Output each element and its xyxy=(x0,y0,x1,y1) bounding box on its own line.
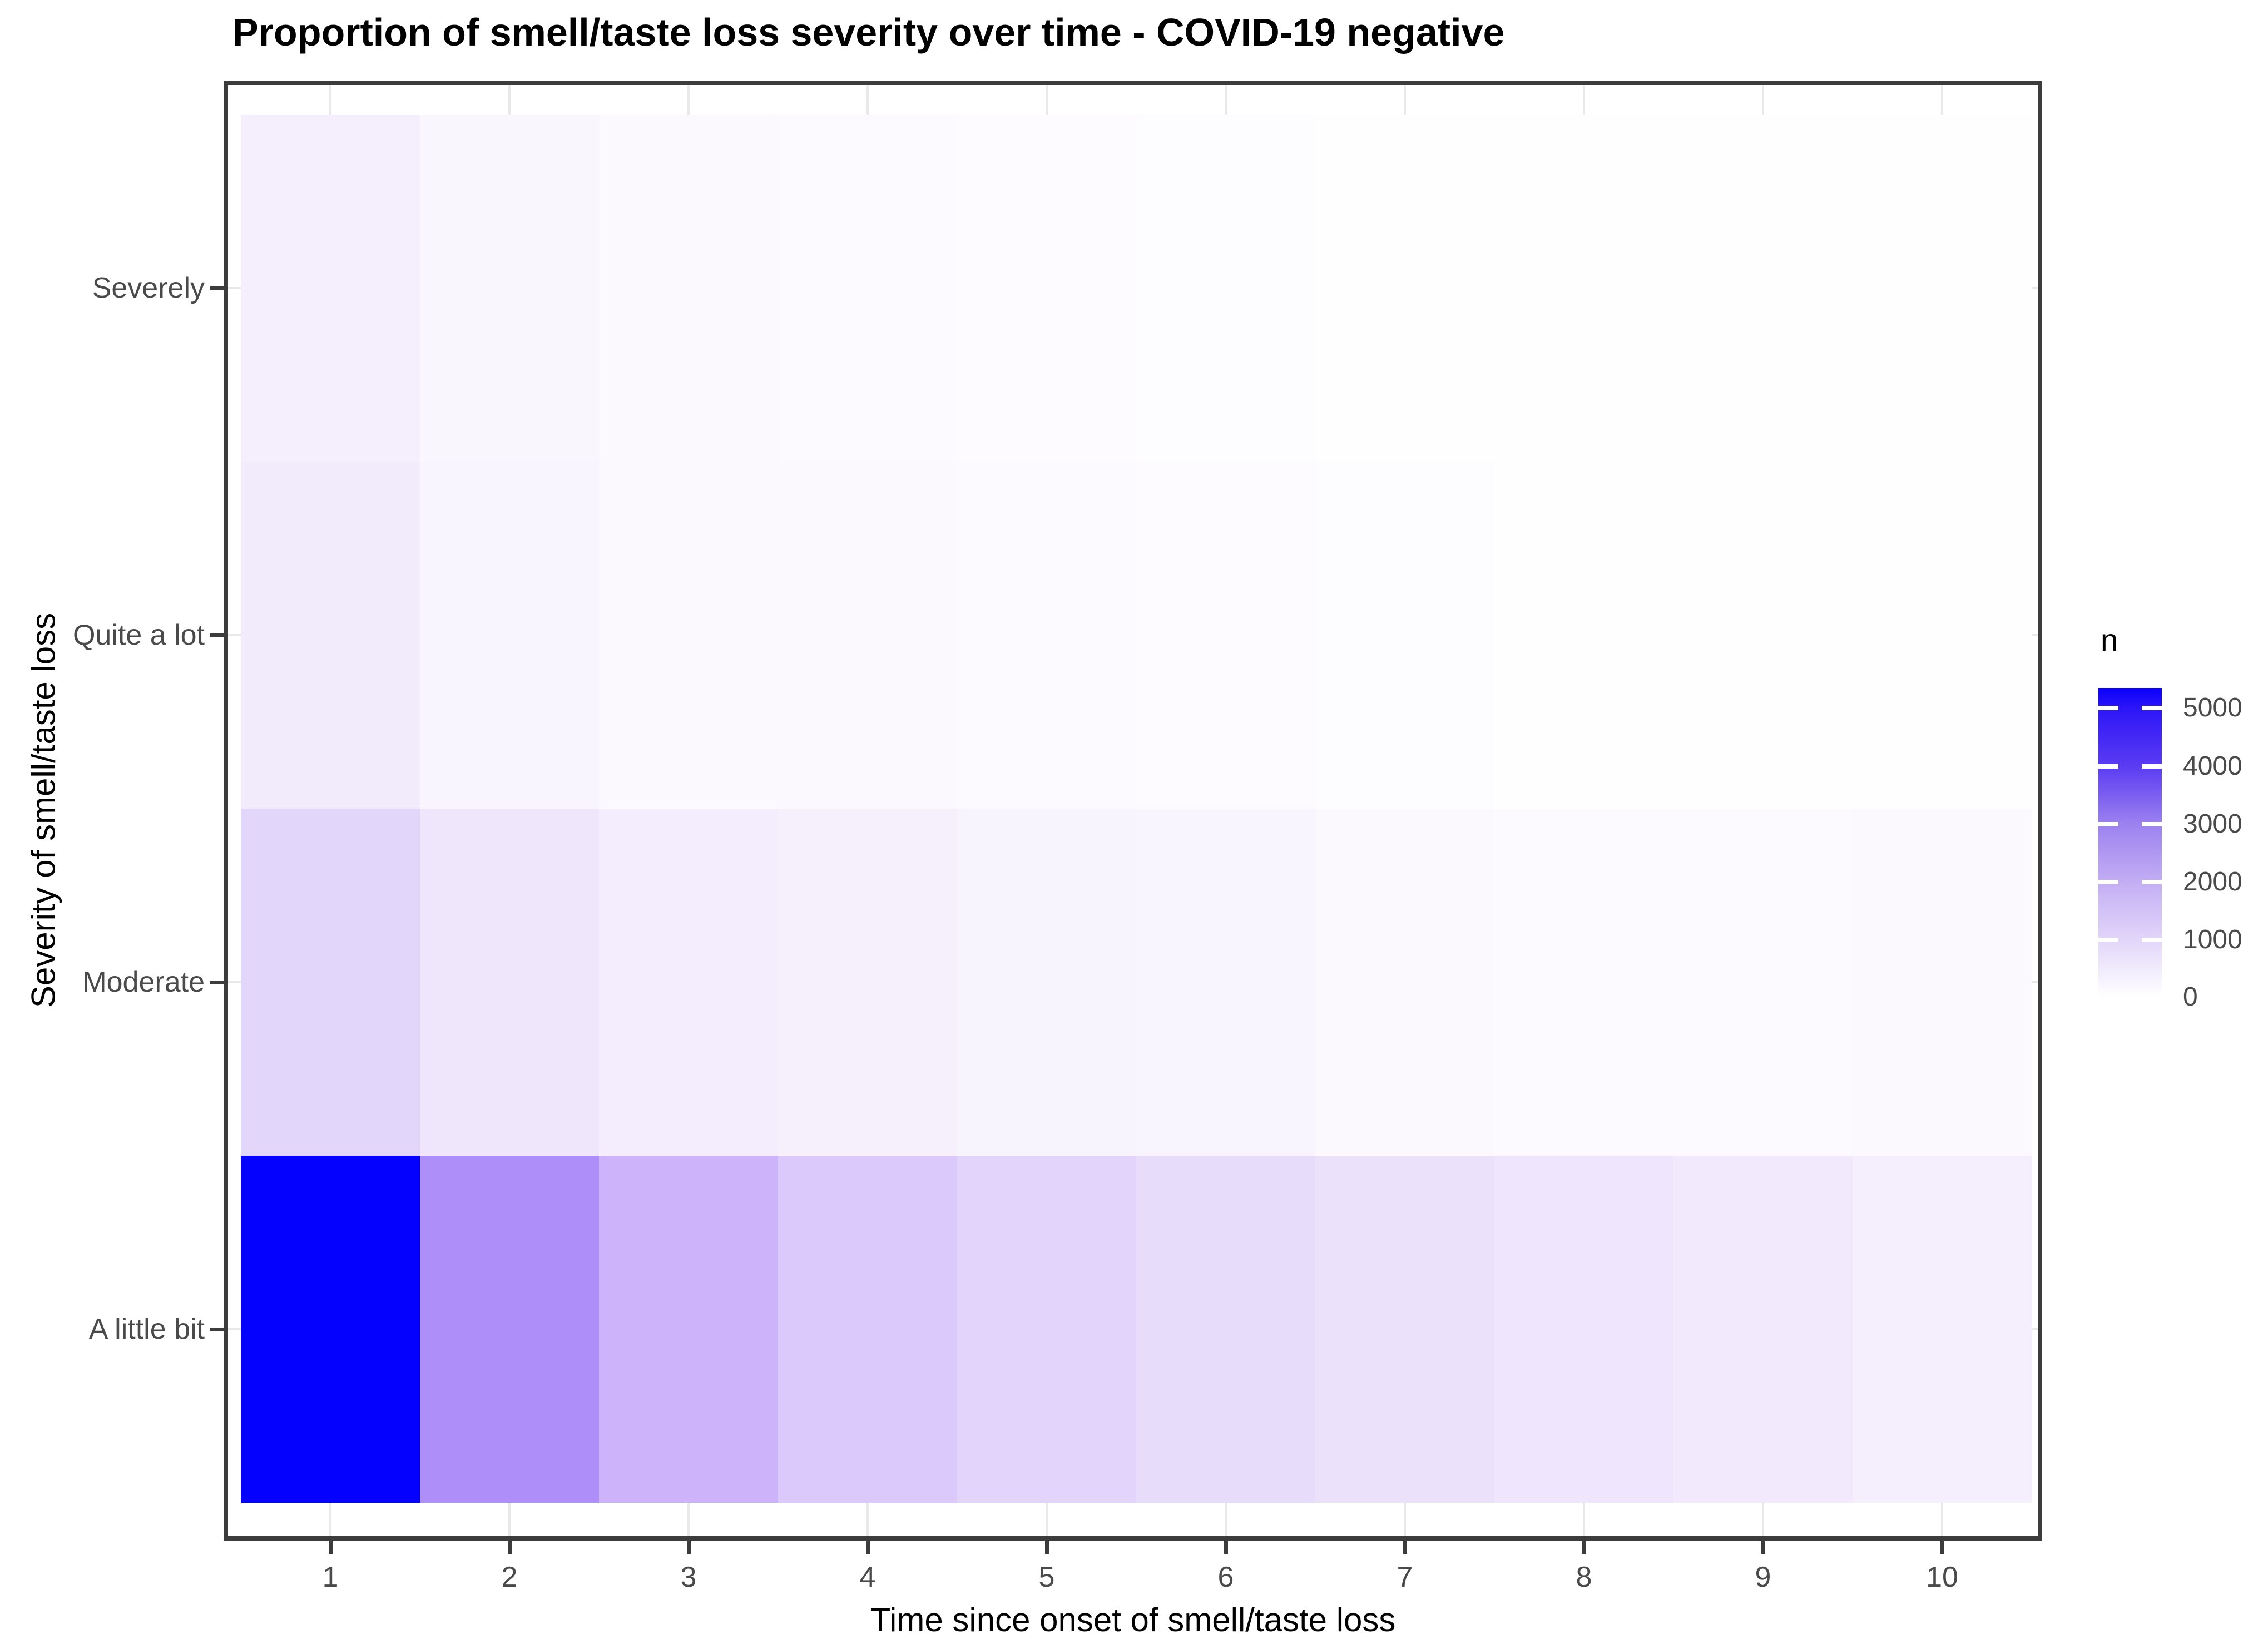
panel-border-top xyxy=(224,81,2042,85)
x-tick-mark xyxy=(1403,1541,1407,1554)
heatmap-cell-a-little-bit-x6 xyxy=(1136,1156,1315,1503)
legend-tick-notch-left xyxy=(2098,938,2118,942)
x-tick-label: 1 xyxy=(322,1561,339,1593)
y-tick-label: Quite a lot xyxy=(72,619,205,651)
x-tick-label: 8 xyxy=(1576,1561,1592,1593)
x-tick-mark xyxy=(1940,1541,1944,1554)
x-tick-label: 7 xyxy=(1397,1561,1413,1593)
x-tick-mark xyxy=(687,1541,691,1554)
legend-tick-notch-right xyxy=(2142,938,2162,942)
y-axis-title: Severity of smell/taste loss xyxy=(24,612,62,1008)
x-tick-label: 5 xyxy=(1038,1561,1055,1593)
legend-tick-notch-left xyxy=(2098,822,2118,826)
heatmap-cell-moderate-x2 xyxy=(420,809,599,1156)
legend-tick-notch-right xyxy=(2142,880,2162,884)
heatmap-cell-quite-a-lot-x9 xyxy=(1673,462,1853,809)
heatmap-cell-moderate-x1 xyxy=(241,809,420,1156)
heatmap-cell-quite-a-lot-x5 xyxy=(957,462,1136,809)
legend-tick-label: 2000 xyxy=(2183,867,2242,897)
panel-border-bottom xyxy=(224,1536,2042,1541)
heatmap-cell-quite-a-lot-x3 xyxy=(599,462,778,809)
legend-tick-notch-left xyxy=(2098,880,2118,884)
heatmap-cell-quite-a-lot-x10 xyxy=(1853,462,2032,809)
x-tick-label: 6 xyxy=(1217,1561,1234,1593)
x-tick-mark xyxy=(1045,1541,1049,1554)
y-tick-label: A little bit xyxy=(88,1313,205,1345)
legend-tick-label: 1000 xyxy=(2183,925,2242,954)
x-tick-label: 2 xyxy=(501,1561,518,1593)
heatmap-cell-severely-x7 xyxy=(1315,115,1494,462)
legend-title: n xyxy=(2101,622,2118,657)
heatmap-cell-a-little-bit-x7 xyxy=(1315,1156,1494,1503)
heatmap-cell-a-little-bit-x4 xyxy=(778,1156,957,1503)
x-tick-mark xyxy=(1224,1541,1228,1554)
chart-title: Proportion of smell/taste loss severity … xyxy=(232,11,1505,54)
heatmap-cell-severely-x5 xyxy=(957,115,1136,462)
legend-tick-label: 4000 xyxy=(2183,751,2242,781)
x-tick-label: 3 xyxy=(680,1561,697,1593)
heatmap-cell-quite-a-lot-x6 xyxy=(1136,462,1315,809)
heatmap-cell-severely-x10 xyxy=(1853,115,2032,462)
legend-tick-notch-left xyxy=(2098,706,2118,710)
heatmap-cell-severely-x6 xyxy=(1136,115,1315,462)
legend-colorbar xyxy=(2098,688,2162,997)
x-axis-title: Time since onset of smell/taste loss xyxy=(870,1601,1396,1638)
legend-tick-label: 0 xyxy=(2183,982,2198,1012)
y-tick-label: Moderate xyxy=(82,966,205,998)
heatmap-cell-moderate-x10 xyxy=(1853,809,2032,1156)
legend-tick-notch-right xyxy=(2142,764,2162,769)
x-tick-mark xyxy=(508,1541,512,1554)
heatmap-cell-quite-a-lot-x4 xyxy=(778,462,957,809)
heatmap-cell-severely-x2 xyxy=(420,115,599,462)
heatmap-cell-moderate-x4 xyxy=(778,809,957,1156)
heatmap-cell-a-little-bit-x2 xyxy=(420,1156,599,1503)
y-tick-mark xyxy=(210,633,224,637)
y-tick-mark xyxy=(210,1328,224,1331)
heatmap-cell-a-little-bit-x9 xyxy=(1673,1156,1853,1503)
heatmap-cell-moderate-x5 xyxy=(957,809,1136,1156)
y-tick-mark xyxy=(210,981,224,984)
heatmap-cell-severely-x9 xyxy=(1673,115,1853,462)
heatmap-cell-a-little-bit-x5 xyxy=(957,1156,1136,1503)
x-tick-label: 4 xyxy=(859,1561,876,1593)
x-tick-mark xyxy=(329,1541,333,1554)
y-tick-label: Severely xyxy=(92,272,205,304)
y-tick-mark xyxy=(210,286,224,290)
heatmap-cell-severely-x8 xyxy=(1494,115,1673,462)
x-tick-label: 10 xyxy=(1926,1561,1958,1593)
legend-tick-notch-left xyxy=(2098,764,2118,769)
heatmap-cell-severely-x4 xyxy=(778,115,957,462)
heatmap-cell-quite-a-lot-x2 xyxy=(420,462,599,809)
heatmap-cell-moderate-x9 xyxy=(1673,809,1853,1156)
heatmap-cell-quite-a-lot-x1 xyxy=(241,462,420,809)
panel-border-right xyxy=(2038,81,2042,1541)
heatmap-cell-severely-x1 xyxy=(241,115,420,462)
heatmap-cell-quite-a-lot-x8 xyxy=(1494,462,1673,809)
panel-border-left xyxy=(224,81,228,1541)
legend-tick-notch-right xyxy=(2142,822,2162,826)
heatmap-cell-a-little-bit-x1 xyxy=(241,1156,420,1503)
heatmap-cell-a-little-bit-x3 xyxy=(599,1156,778,1503)
legend-tick-label: 3000 xyxy=(2183,809,2242,839)
heatmap-cell-moderate-x7 xyxy=(1315,809,1494,1156)
legend-tick-notch-right xyxy=(2142,706,2162,710)
legend-tick-label: 5000 xyxy=(2183,693,2242,722)
heatmap-cell-moderate-x6 xyxy=(1136,809,1315,1156)
heatmap-cell-a-little-bit-x8 xyxy=(1494,1156,1673,1503)
heatmap-cell-a-little-bit-x10 xyxy=(1853,1156,2032,1503)
heatmap-cell-moderate-x8 xyxy=(1494,809,1673,1156)
heatmap-cell-quite-a-lot-x7 xyxy=(1315,462,1494,809)
x-tick-mark xyxy=(866,1541,870,1554)
heatmap-cell-moderate-x3 xyxy=(599,809,778,1156)
heatmap-cell-severely-x3 xyxy=(599,115,778,462)
x-tick-mark xyxy=(1582,1541,1586,1554)
x-tick-label: 9 xyxy=(1755,1561,1771,1593)
x-tick-mark xyxy=(1761,1541,1765,1554)
